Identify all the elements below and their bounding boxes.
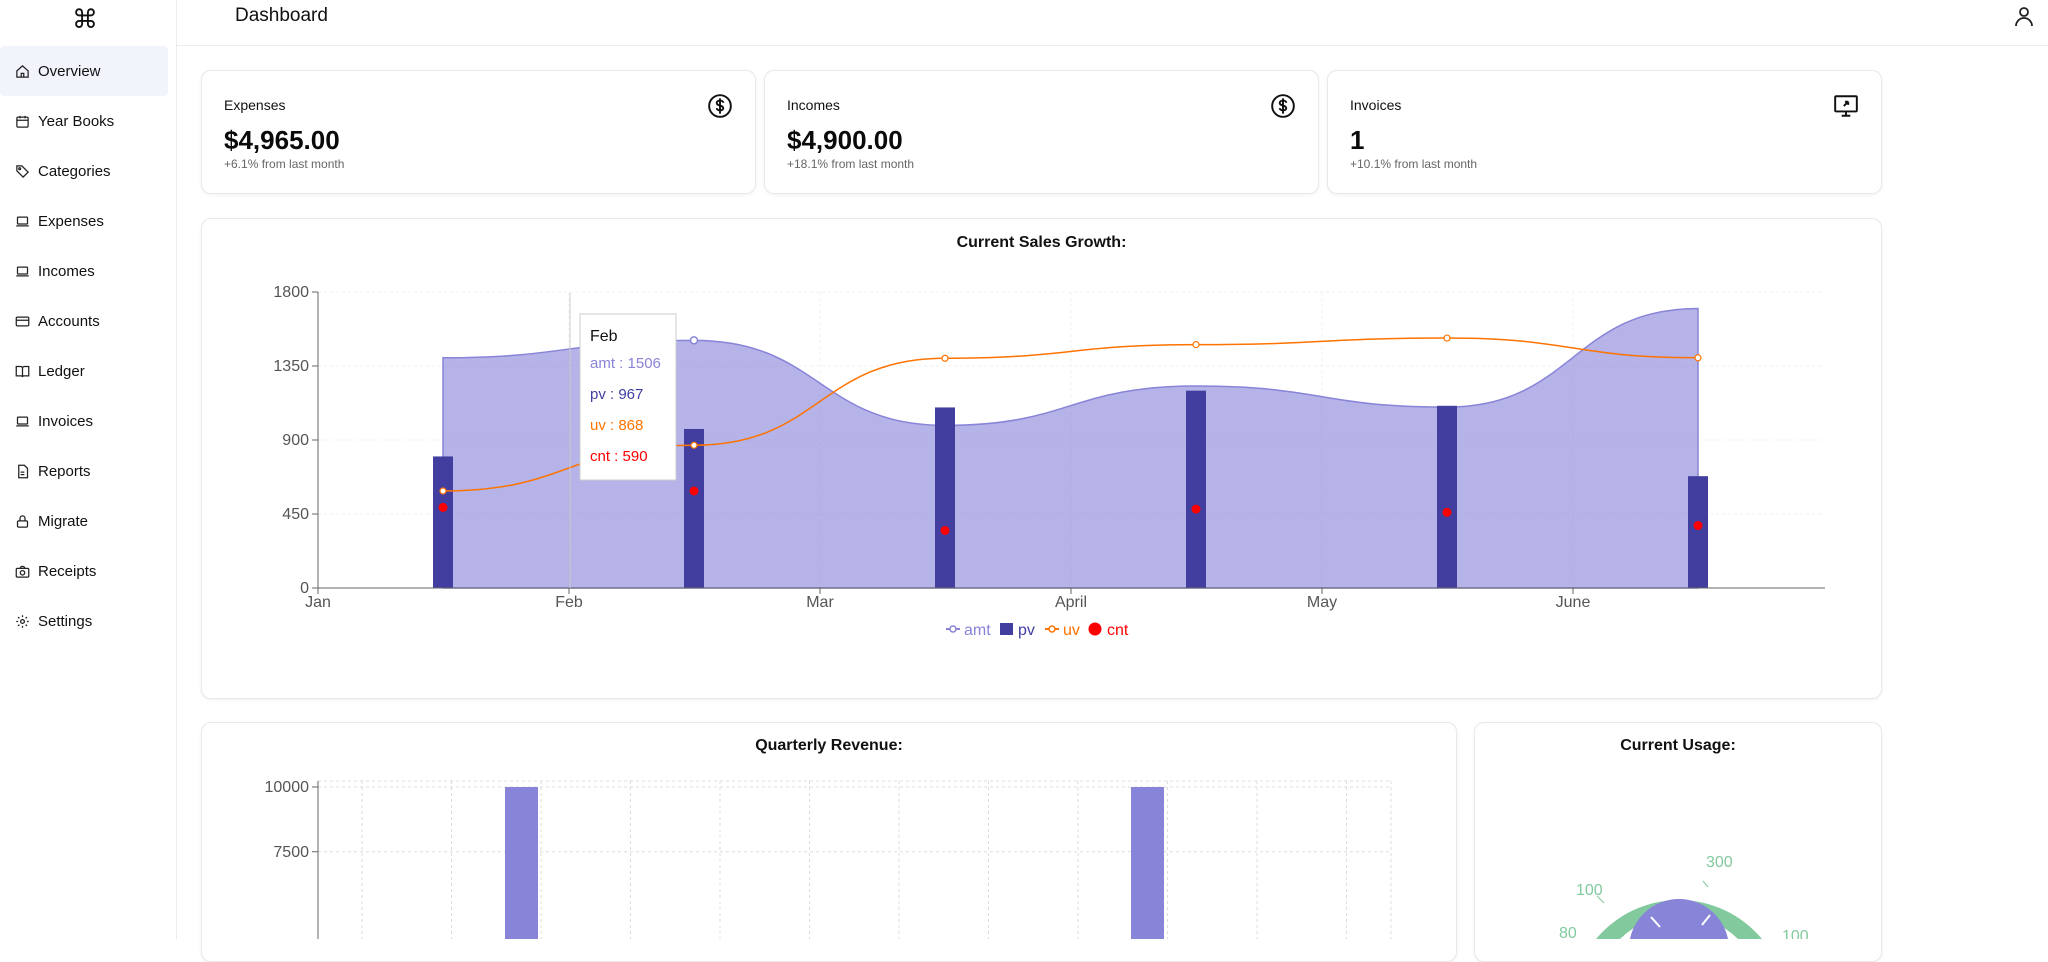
stat-change: +6.1% from last month (224, 157, 345, 171)
user-icon[interactable] (2012, 4, 2036, 28)
tag-icon (16, 164, 30, 178)
stat-label: Incomes (787, 97, 840, 113)
dollar-circle-icon (1271, 94, 1295, 118)
sidebar-item-label: Receipts (38, 562, 97, 580)
sales-growth-card: Current Sales Growth: (201, 218, 1882, 699)
camera-icon (15, 565, 30, 578)
laptop-icon (16, 416, 29, 426)
home-icon (16, 64, 29, 78)
sidebar-item-label: Ledger (38, 362, 85, 380)
sidebar-item-categories[interactable]: Categories (0, 146, 168, 196)
sidebar-item-label: Year Books (38, 112, 115, 130)
laptop-icon (16, 266, 29, 276)
gear-icon (16, 614, 29, 628)
chart-title: Current Sales Growth: (956, 234, 1127, 251)
file-icon (18, 464, 29, 478)
app-logo[interactable]: ⌘ (72, 4, 98, 34)
sidebar-item-receipts[interactable]: Receipts (0, 546, 168, 596)
sidebar-item-overview[interactable]: Overview (0, 46, 168, 96)
sidebar-item-label: Categories (38, 162, 111, 180)
stat-label: Expenses (224, 97, 286, 113)
stat-value: 1 (1350, 125, 1365, 155)
sidebar-item-label: Expenses (38, 212, 104, 230)
sidebar-nav: Overview Year Books Categories Expenses … (0, 46, 168, 646)
top-bar: Dashboard (177, 0, 2048, 46)
page-title: Dashboard (235, 5, 328, 26)
sidebar-item-migrate[interactable]: Migrate (0, 496, 168, 546)
incomes-card: Incomes $4,900.00 +18.1% from last month (764, 70, 1319, 194)
sidebar-item-label: Reports (38, 462, 91, 480)
quarterly-revenue-card: Quarterly Revenue: (201, 722, 1457, 962)
sidebar-item-invoices[interactable]: Invoices (0, 396, 168, 446)
sidebar-item-label: Incomes (38, 262, 95, 280)
sidebar-item-reports[interactable]: Reports (0, 446, 168, 496)
stat-change: +10.1% from last month (1350, 157, 1478, 171)
credit-card-icon (15, 316, 30, 326)
laptop-icon (16, 216, 29, 226)
dollar-circle-icon (708, 94, 732, 118)
sidebar-item-label: Accounts (38, 312, 100, 330)
sidebar-item-label: Overview (38, 62, 101, 80)
calendar-icon (16, 115, 29, 128)
sidebar-item-year-books[interactable]: Year Books (0, 96, 168, 146)
book-icon (15, 365, 30, 377)
stat-value: $4,900.00 (787, 125, 903, 155)
stat-value: $4,965.00 (224, 125, 340, 155)
chart-title: Current Usage: (1620, 737, 1736, 754)
stat-label: Invoices (1350, 97, 1402, 113)
sidebar-item-accounts[interactable]: Accounts (0, 296, 168, 346)
sidebar: ⌘ Overview Year Books Categories Expense… (0, 0, 177, 939)
expenses-card: Expenses $4,965.00 +6.1% from last month (201, 70, 756, 194)
sidebar-item-settings[interactable]: Settings (0, 596, 168, 646)
sidebar-item-incomes[interactable]: Incomes (0, 246, 168, 296)
sidebar-item-label: Migrate (38, 512, 89, 530)
chart-title: Quarterly Revenue: (755, 737, 903, 754)
lock-icon (16, 514, 29, 528)
monitor-share-icon (1834, 95, 1858, 117)
invoices-card: Invoices 1 +10.1% from last month (1327, 70, 1882, 194)
sidebar-item-ledger[interactable]: Ledger (0, 346, 168, 396)
sidebar-item-expenses[interactable]: Expenses (0, 196, 168, 246)
sidebar-item-label: Settings (38, 612, 93, 630)
stat-change: +18.1% from last month (787, 157, 915, 171)
sidebar-item-label: Invoices (38, 412, 94, 430)
current-usage-card: Current Usage: (1474, 722, 1882, 962)
